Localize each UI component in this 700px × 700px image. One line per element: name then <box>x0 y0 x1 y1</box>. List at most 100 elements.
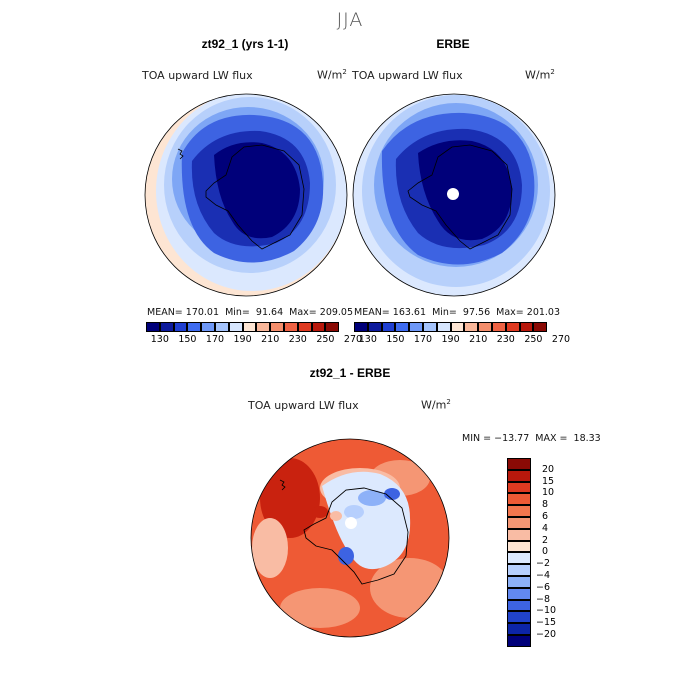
colorbar-cell <box>507 469 531 482</box>
colorbar-cell <box>507 540 531 553</box>
colorbar-tick-label: 8 <box>542 499 549 511</box>
colorbar-tick-label: 6 <box>542 511 549 522</box>
colorbar-diff-ticks: 20 15 10 8 6 4 2 0 −2 −4 −6 −8 −10 −15 −20 <box>536 458 576 648</box>
panel2-title: ERBE <box>436 37 470 51</box>
colorbar-cell <box>201 322 215 332</box>
colorbar-top-right-ticks: 130 150 170 190 210 230 250 270 <box>354 334 570 348</box>
colorbar-cell <box>507 493 531 506</box>
colorbar-tick-label: 230 <box>288 334 307 345</box>
colorbar-tick-label: −15 <box>536 617 557 629</box>
colorbar-cell <box>422 322 437 332</box>
colorbar-cell <box>381 322 396 332</box>
colorbar-cell <box>505 322 520 332</box>
colorbar-tick-label: 130 <box>150 334 169 345</box>
colorbar-tick-label: 150 <box>386 334 405 345</box>
colorbar-tick-label: 0 <box>542 546 549 558</box>
colorbar-tick-label: 130 <box>358 334 377 345</box>
panel1-title: zt92_1 (yrs 1-1) <box>201 37 289 51</box>
colorbar-tick-label: 170 <box>205 334 225 345</box>
colorbar-cell <box>507 634 531 647</box>
colorbar-tick-label: 250 <box>524 334 543 345</box>
colorbar-tick-label: −8 <box>536 593 551 605</box>
colorbar-cell <box>436 322 451 332</box>
colorbar-tick-label: −2 <box>536 558 551 570</box>
diff-units: W/m2 <box>421 398 451 412</box>
colorbar-cell <box>507 516 531 529</box>
colorbar-cell <box>173 322 188 332</box>
colorbar-cell <box>297 322 312 332</box>
colorbar-tick-label: −4 <box>536 570 551 581</box>
diff-panel-title: zt92_1 - ERBE <box>309 366 391 380</box>
season-title: JJA <box>336 9 364 31</box>
colorbar-tick-label: 4 <box>542 522 549 534</box>
colorbar-cell <box>242 322 257 332</box>
colorbar-tick-label: 270 <box>551 334 571 345</box>
colorbar-tick-label: 270 <box>343 334 363 345</box>
colorbar-tick-label: 2 <box>542 534 549 546</box>
colorbar-cell <box>187 322 202 332</box>
colorbar-cell <box>325 322 340 332</box>
colorbar-cell <box>395 322 410 332</box>
colorbar-top-left <box>146 322 340 332</box>
colorbar-tick-label: 10 <box>542 487 555 499</box>
colorbar-tick-label: −6 <box>536 581 551 593</box>
colorbar-tick-label: −20 <box>536 629 557 640</box>
panel1-stats: MEAN= 170.01 Min= 91.64 Max= 209.05 <box>147 307 354 318</box>
colorbar-cell <box>311 322 326 332</box>
diff-coastline <box>303 487 409 585</box>
colorbar-cell <box>283 322 298 332</box>
colorbar-cell <box>159 322 174 332</box>
diff-variable-label: TOA upward LW flux <box>248 399 359 412</box>
colorbar-tick-label: 190 <box>441 334 460 345</box>
colorbar-diff <box>507 458 531 647</box>
colorbar-tick-label: 20 <box>542 463 555 475</box>
colorbar-cell <box>507 611 531 624</box>
colorbar-top-right <box>354 322 548 332</box>
colorbar-cell <box>214 322 229 332</box>
colorbar-cell <box>354 322 368 332</box>
diff-polar-map <box>250 438 450 638</box>
colorbar-tick-label: 250 <box>316 334 335 345</box>
colorbar-cell <box>507 481 531 494</box>
panel1-coastline <box>205 144 305 250</box>
colorbar-tick-label: 230 <box>496 334 515 345</box>
panel1-polar-map <box>144 93 348 297</box>
colorbar-tick-label: 150 <box>178 334 197 345</box>
colorbar-cell <box>228 322 243 332</box>
colorbar-cell <box>409 322 423 332</box>
colorbar-cell <box>146 322 160 332</box>
colorbar-cell <box>270 322 284 332</box>
panel2-coastline <box>407 144 513 250</box>
diff-min-max: MIN = −13.77 MAX = 18.33 <box>462 433 601 444</box>
panel2-polar-map <box>352 93 556 297</box>
colorbar-tick-label: 210 <box>261 334 280 345</box>
colorbar-tick-label: 15 <box>542 475 555 487</box>
panel2-stats: MEAN= 163.61 Min= 97.56 Max= 201.03 <box>354 307 561 318</box>
colorbar-cell <box>507 528 531 541</box>
panel1-units: W/m2 <box>317 68 347 82</box>
colorbar-cell <box>507 564 531 576</box>
colorbar-cell <box>519 322 534 332</box>
colorbar-cell <box>256 322 271 332</box>
colorbar-tick-label: 190 <box>233 334 252 345</box>
colorbar-cell <box>478 322 492 332</box>
colorbar-cell <box>507 575 531 588</box>
panel2-variable-label: TOA upward LW flux <box>352 69 463 82</box>
panel1-variable-label: TOA upward LW flux <box>142 69 253 82</box>
colorbar-cell <box>533 322 548 332</box>
colorbar-cell <box>367 322 382 332</box>
colorbar-cell <box>507 458 531 470</box>
colorbar-cell <box>507 552 531 565</box>
colorbar-tick-label: −10 <box>536 605 557 617</box>
colorbar-tick-label: 170 <box>413 334 433 345</box>
colorbar-tick-label: 210 <box>469 334 488 345</box>
colorbar-cell <box>464 322 479 332</box>
colorbar-cell <box>507 505 531 517</box>
panel2-units: W/m2 <box>525 68 555 82</box>
colorbar-cell <box>507 587 531 600</box>
colorbar-cell <box>450 322 465 332</box>
colorbar-cell <box>491 322 506 332</box>
colorbar-cell <box>507 623 531 635</box>
colorbar-cell <box>507 599 531 612</box>
colorbar-top-left-ticks: 130 150 170 190 210 230 250 270 <box>146 334 362 348</box>
